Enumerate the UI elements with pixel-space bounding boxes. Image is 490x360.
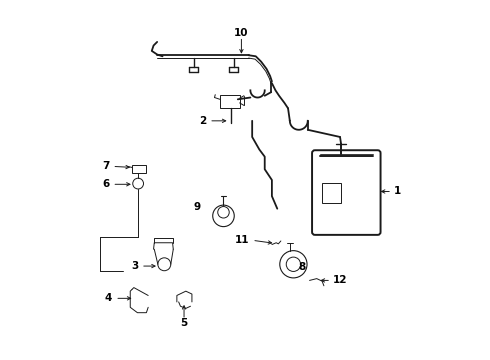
Bar [132,165,146,173]
Text: 10: 10 [234,28,248,38]
Text: 5: 5 [180,318,188,328]
Text: 11: 11 [235,235,250,245]
Text: 12: 12 [333,275,347,285]
Circle shape [286,257,300,271]
Text: 1: 1 [394,186,401,197]
Circle shape [218,207,229,218]
Circle shape [280,251,307,278]
Circle shape [133,178,144,189]
Bar [322,183,341,203]
FancyBboxPatch shape [312,150,381,235]
Text: 4: 4 [105,293,112,303]
Circle shape [213,205,234,226]
Text: 3: 3 [131,261,139,271]
Circle shape [158,258,171,271]
Text: 8: 8 [299,262,306,272]
Text: 9: 9 [193,202,200,212]
Bar [220,95,240,108]
Text: 6: 6 [102,179,109,189]
Text: 2: 2 [199,116,207,126]
Text: 7: 7 [102,161,109,171]
